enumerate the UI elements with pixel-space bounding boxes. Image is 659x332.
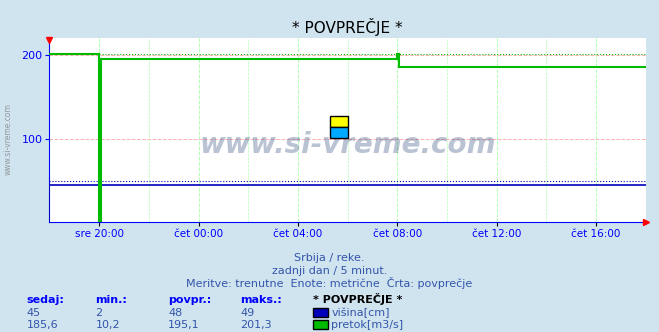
Text: zadnji dan / 5 minut.: zadnji dan / 5 minut. [272,266,387,276]
Text: www.si-vreme.com: www.si-vreme.com [4,104,13,175]
Title: * POVPREČJE *: * POVPREČJE * [293,18,403,36]
FancyBboxPatch shape [330,116,348,126]
Text: maks.:: maks.: [241,295,282,305]
Text: sedaj:: sedaj: [26,295,64,305]
Text: 201,3: 201,3 [241,320,272,330]
Text: 195,1: 195,1 [168,320,200,330]
Text: www.si-vreme.com: www.si-vreme.com [200,131,496,159]
Text: 2: 2 [96,308,103,318]
Text: 185,6: 185,6 [26,320,58,330]
Text: pretok[m3/s]: pretok[m3/s] [331,320,403,330]
Text: 45: 45 [26,308,40,318]
Text: * POVPREČJE *: * POVPREČJE * [313,293,403,305]
Text: višina[cm]: višina[cm] [331,308,390,318]
Text: povpr.:: povpr.: [168,295,212,305]
FancyBboxPatch shape [330,126,348,138]
Text: 10,2: 10,2 [96,320,120,330]
Text: Meritve: trenutne  Enote: metrične  Črta: povprečje: Meritve: trenutne Enote: metrične Črta: … [186,277,473,289]
Text: Srbija / reke.: Srbija / reke. [295,253,364,263]
Text: 49: 49 [241,308,255,318]
Text: min.:: min.: [96,295,127,305]
Text: 48: 48 [168,308,183,318]
